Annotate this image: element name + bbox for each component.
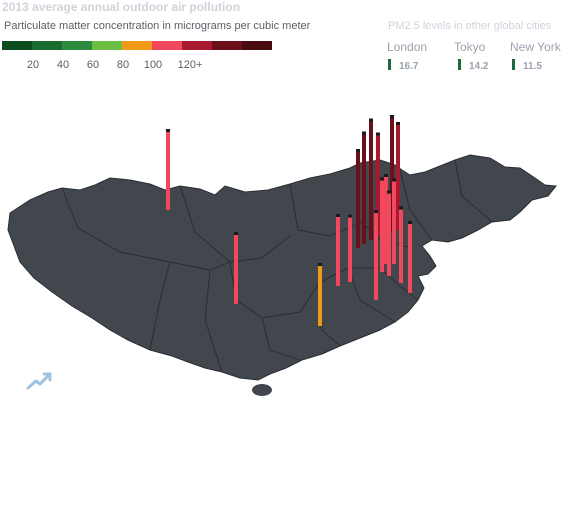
china-landmass (7, 154, 557, 396)
spike-cap (384, 174, 388, 177)
spike-cap (356, 149, 360, 152)
pollution-spike (408, 221, 412, 293)
color-scale-legend (2, 41, 272, 50)
city-name-tokyo: Tokyo (454, 40, 486, 54)
province-border (379, 267, 419, 301)
pollution-spike (380, 177, 384, 272)
spike-cap (387, 190, 391, 194)
pollution-spikes (166, 115, 412, 326)
spike-cap (234, 232, 238, 235)
pollution-spike (336, 214, 340, 286)
color-scale-ticks: 20 40 60 80 100 120+ (0, 59, 240, 73)
city-bar-new-york (512, 59, 515, 70)
spike-cap (376, 132, 380, 136)
comparison-title: PM2.5 levels in other global cities (388, 20, 552, 32)
spike-cap (392, 178, 396, 182)
hainan-island (252, 384, 272, 396)
pollution-spike (387, 190, 391, 276)
pollution-spike (384, 174, 388, 264)
spike-cap (390, 115, 394, 118)
scale-tick-label: 80 (116, 59, 130, 71)
scale-color-segment (152, 41, 182, 50)
scale-color-segment (62, 41, 92, 50)
pollution-spike (348, 214, 352, 282)
spike-cap (369, 118, 373, 122)
province-border (299, 267, 380, 313)
spike-cap (380, 177, 384, 181)
province-border (61, 187, 231, 271)
province-border (454, 159, 493, 223)
spike-cap (396, 122, 400, 125)
scale-tick-label: 120+ (177, 59, 203, 71)
city-bar-london (388, 59, 391, 70)
spike-cap (399, 206, 403, 210)
spike-cap (166, 129, 170, 132)
scale-color-segment (2, 41, 32, 50)
pollution-spike (318, 263, 322, 326)
pollution-spike (234, 232, 238, 304)
city-value-new-york: 11.5 (523, 61, 542, 72)
pollution-spike (376, 132, 380, 236)
pollution-spike (392, 178, 396, 264)
spike-cap (348, 214, 352, 218)
province-border (229, 261, 301, 319)
scale-color-segment (92, 41, 122, 50)
scale-tick-label: 20 (26, 59, 40, 71)
scale-color-segment (242, 41, 272, 50)
spike-cap (408, 221, 412, 224)
city-value-london: 16.7 (399, 61, 419, 72)
pollution-spike (396, 122, 400, 230)
spike-cap (336, 214, 340, 217)
pollution-spike (362, 131, 366, 244)
scale-tick-label: 40 (56, 59, 70, 71)
province-border (289, 183, 363, 237)
spike-cap (362, 131, 366, 135)
chart-subtitle: Particulate matter concentration in micr… (4, 20, 311, 32)
pollution-spike (166, 129, 170, 210)
scale-color-segment (182, 41, 212, 50)
scale-color-segment (122, 41, 152, 50)
province-border (261, 317, 301, 361)
scale-tick-label: 60 (86, 59, 100, 71)
spike-cap (318, 263, 322, 266)
city-name-new-york: New York (510, 40, 561, 54)
china-outline (7, 154, 557, 381)
scale-color-segment (212, 41, 242, 50)
pollution-spike (390, 115, 394, 232)
province-borders (61, 159, 493, 373)
province-border (399, 169, 433, 241)
city-bar-tokyo (458, 59, 461, 70)
province-border (149, 261, 171, 351)
city-value-tokyo: 14.2 (469, 61, 489, 72)
spike-cap (374, 210, 378, 213)
pollution-spike (356, 149, 360, 248)
pollution-spike (399, 206, 403, 283)
pollution-spike (374, 210, 378, 300)
city-name-london: London (387, 40, 428, 54)
brand-logo-icon (26, 372, 52, 390)
pollution-spike (369, 118, 373, 240)
chart-title: 2013 average annual outdoor air pollutio… (2, 0, 241, 14)
scale-color-segment (32, 41, 62, 50)
province-border (204, 269, 223, 373)
scale-tick-label: 100 (143, 59, 163, 71)
